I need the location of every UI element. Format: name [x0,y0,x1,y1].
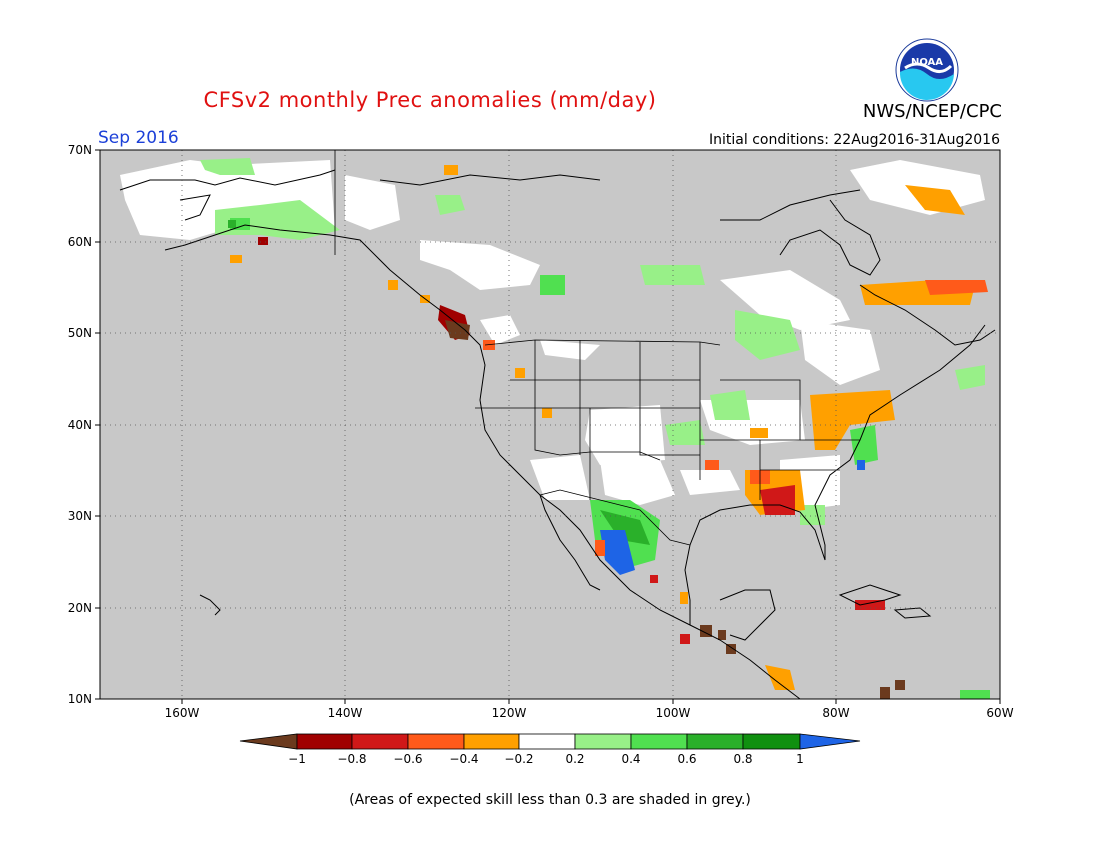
map-anomaly-shading [120,158,990,699]
colorbar-label: 0.8 [733,752,753,766]
lon-label: 120W [491,706,527,720]
lat-label: 40N [67,418,92,432]
colorbar-cell [296,733,353,750]
lat-label: 50N [67,326,92,340]
lon-label: 80W [822,706,850,720]
colorbar [239,733,861,750]
colorbar-label: 1 [796,752,804,766]
colorbar-cell [799,733,861,750]
colorbar-label: −0.2 [504,752,534,766]
colorbar-label: −0.6 [393,752,423,766]
colorbar-cell [742,733,801,750]
axis-ticks [95,149,1001,704]
lon-label: 140W [327,706,363,720]
colorbar-cell [407,733,465,750]
lon-label: 160W [164,706,200,720]
graticule [100,150,1000,699]
coastlines [119,169,996,700]
colorbar-cell [630,733,688,750]
colorbar-cell [574,733,632,750]
colorbar-label: 0.4 [621,752,641,766]
colorbar-label: 0.6 [677,752,697,766]
lat-label: 20N [67,601,92,615]
colorbar-cell [463,733,520,750]
colorbar-cell [239,733,298,750]
initial-conditions: Initial conditions: 22Aug2016-31Aug2016 [709,132,1000,148]
noaa-logo-text: NOAA [911,57,943,68]
colorbar-cell [686,733,744,750]
forecast-month: Sep 2016 [98,128,179,148]
lat-label: 10N [67,692,92,706]
lat-label: 60N [67,235,92,249]
lon-label: 60W [986,706,1014,720]
colorbar-cell [351,733,409,750]
lon-label: 100W [655,706,691,720]
colorbar-label: −1 [288,752,306,766]
noaa-logo: NOAA [895,38,959,102]
agency-label: NWS/NCEP/CPC [862,101,1002,122]
skill-footnote: (Areas of expected skill less than 0.3 a… [349,792,751,808]
political-boundaries [334,150,860,546]
colorbar-cell [518,733,576,750]
lat-label: 70N [67,143,92,157]
colorbar-label: 0.2 [565,752,585,766]
chart-title: CFSv2 monthly Prec anomalies (mm/day) [203,88,657,112]
colorbar-label: −0.4 [449,752,479,766]
colorbar-label: −0.8 [337,752,367,766]
lat-label: 30N [67,509,92,523]
